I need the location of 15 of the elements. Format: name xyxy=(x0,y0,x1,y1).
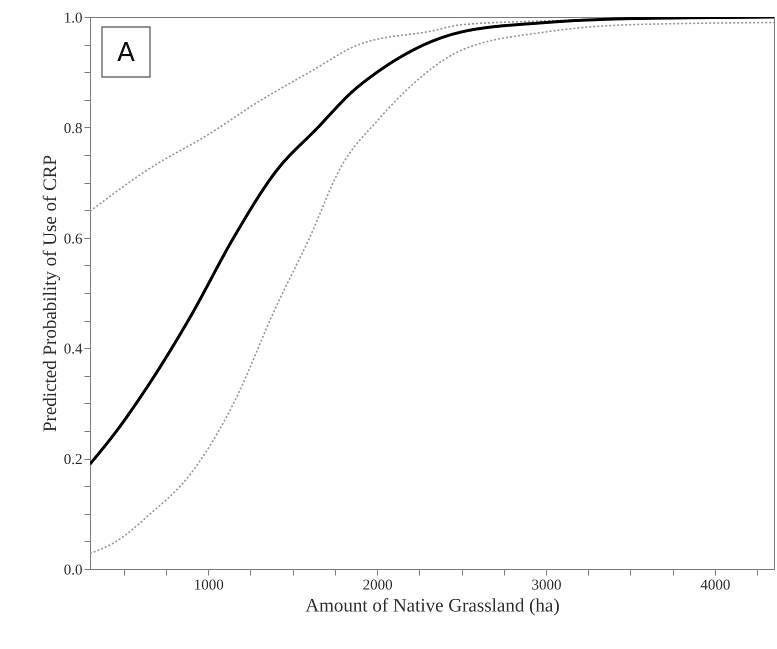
x-tick-label: 3000 xyxy=(532,578,562,594)
line-series xyxy=(90,17,774,466)
y-tick-label: 0.2 xyxy=(64,452,82,468)
y-tick-label: 0.0 xyxy=(64,562,82,578)
line-series xyxy=(90,22,774,554)
y-axis-title: Predicted Probability of Use of CRP xyxy=(40,154,61,432)
x-tick-label: 1000 xyxy=(194,578,224,594)
y-tick-label: 0.6 xyxy=(64,231,83,248)
x-tick-label: 2000 xyxy=(362,578,393,594)
y-tick-label: 1.0 xyxy=(64,10,82,26)
y-tick-label: 0.8 xyxy=(64,120,82,137)
x-axis-title: Amount of Native Grassland (ha) xyxy=(305,596,560,616)
annotation: A xyxy=(117,38,136,68)
y-tick-label: 0.4 xyxy=(64,342,83,358)
x-tick-label: 4000 xyxy=(700,578,730,594)
